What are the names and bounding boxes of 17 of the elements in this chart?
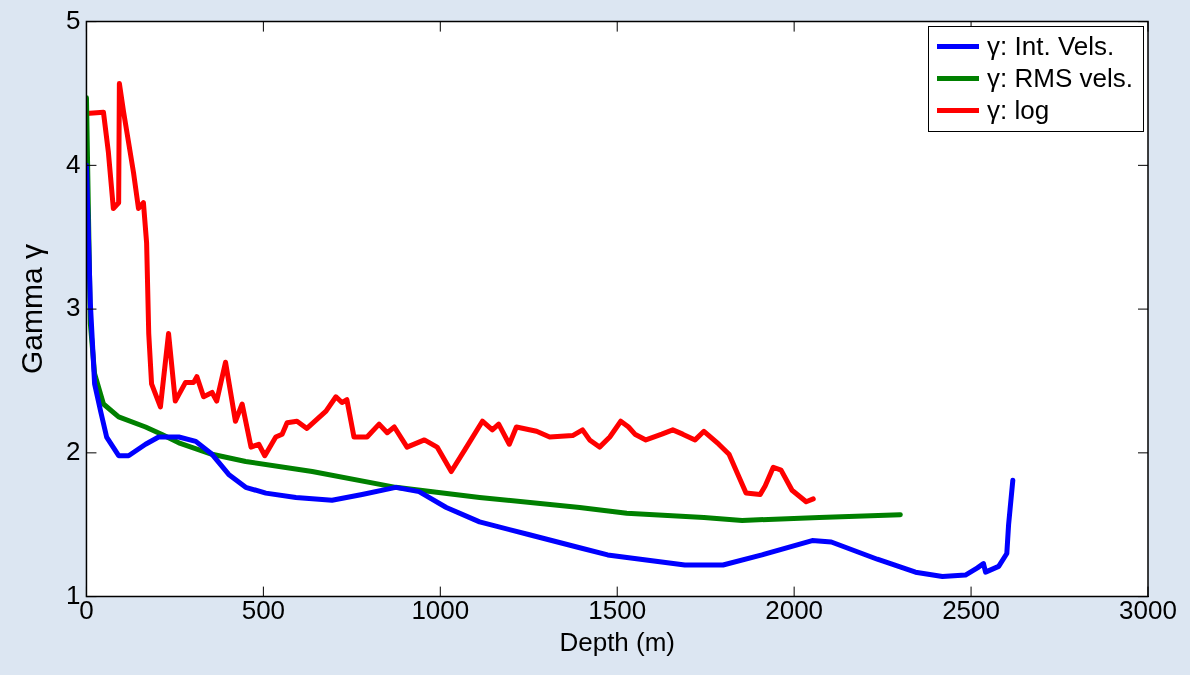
y-tick-label: 5: [65, 4, 81, 35]
x-tick-label: 500: [241, 595, 286, 626]
legend-label: γ: log: [987, 95, 1050, 127]
x-tick-label: 2000: [765, 595, 824, 626]
x-axis-title: Depth (m): [559, 626, 676, 657]
x-tick-label: 2500: [942, 595, 1000, 626]
x-tick-label: 1000: [411, 595, 470, 626]
x-tick-label: 0: [79, 595, 94, 626]
x-tick-label: 3000: [1119, 595, 1177, 626]
y-tick-label: 2: [65, 436, 81, 467]
y-axis-title: Gamma γ: [15, 244, 49, 375]
legend-label: γ: RMS vels.: [987, 63, 1133, 95]
x-tick-label: 1500: [588, 595, 647, 626]
y-tick-label: 3: [65, 292, 81, 323]
y-tick-label: 4: [65, 148, 81, 179]
y-tick-label: 1: [65, 579, 81, 610]
legend-label: γ: Int. Vels.: [987, 31, 1115, 63]
